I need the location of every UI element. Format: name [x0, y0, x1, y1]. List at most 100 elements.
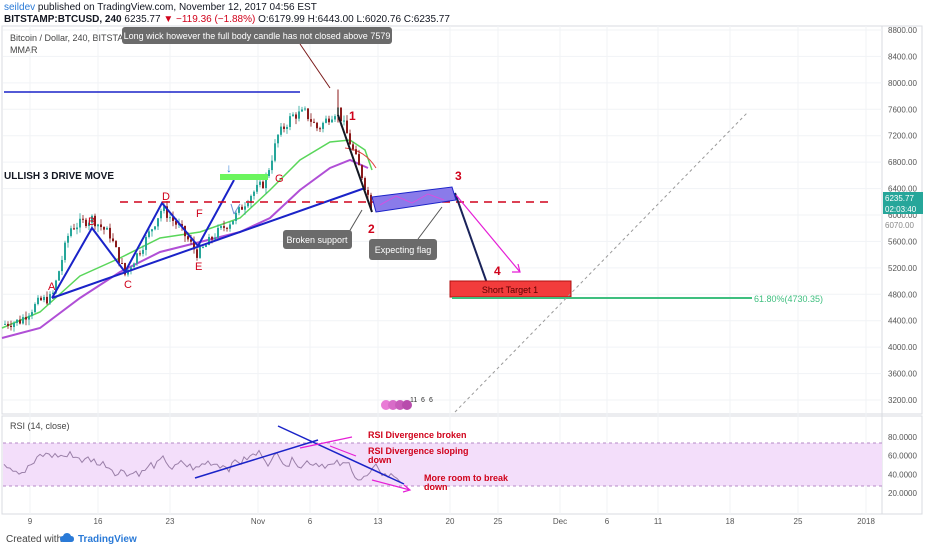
candle-body — [316, 122, 318, 129]
expecting-flag-box[interactable] — [369, 239, 437, 260]
candle-body — [79, 218, 81, 228]
rsi-legend[interactable]: RSI (14, close) — [10, 421, 70, 431]
candle-body — [331, 119, 333, 123]
wave-4: 4 — [494, 264, 501, 278]
candlesticks[interactable] — [4, 89, 372, 332]
dotted-trendline[interactable] — [454, 111, 749, 413]
price-chart[interactable]: 8800.00 8400.00 8000.00 7600.00 7200.00 6800.… — [0, 0, 932, 528]
time-tick-label: 9 — [28, 517, 33, 526]
candle-body — [169, 217, 171, 219]
wave-path-down[interactable] — [454, 192, 489, 287]
price-tick-label: 6800.00 — [888, 158, 917, 167]
price-axis[interactable]: 8800.00 8400.00 8000.00 7600.00 7200.00 6800.… — [888, 26, 917, 405]
candle-body — [280, 126, 282, 135]
candle-body — [220, 226, 222, 228]
rsi-note-sloping: RSI Divergence sloping — [368, 446, 469, 456]
candle-body — [25, 317, 27, 320]
candle-body — [181, 224, 183, 226]
candle-body — [52, 292, 54, 295]
candle-body — [361, 165, 363, 179]
candle-body — [61, 259, 63, 272]
candle-body — [355, 149, 357, 155]
broken-support-box[interactable] — [283, 230, 352, 249]
rsi-tick-label: 40.0000 — [888, 470, 917, 479]
candle-body — [313, 121, 315, 123]
fib-level-label: 61.80%(4730.35) — [754, 294, 823, 304]
candle-body — [19, 319, 21, 324]
candle-body — [37, 297, 39, 305]
wave-path[interactable] — [337, 114, 373, 213]
candle-body — [94, 215, 96, 227]
series-title[interactable]: Bitcoin / Dollar, 240, BITSTAMP — [10, 33, 137, 43]
publish-info: published on TradingView.com, November 1… — [37, 2, 317, 13]
chart-legend: Bitcoin / Dollar, 240, BITSTAMP MMAR — [10, 32, 137, 56]
candle-body — [85, 219, 87, 227]
candle-body — [4, 323, 6, 325]
candle-body — [274, 143, 276, 161]
rsi-axis[interactable]: 80.0000 60.0000 40.0000 20.0000 — [888, 433, 917, 498]
candle-body — [253, 191, 255, 196]
candle-body — [82, 218, 84, 220]
candle-body — [232, 220, 234, 225]
rsi-arrow-3 — [371, 479, 412, 493]
candle-body — [214, 237, 216, 240]
candle-body — [241, 206, 243, 210]
candle-body — [229, 224, 231, 229]
bear-flag[interactable] — [371, 186, 457, 213]
candle-body — [172, 217, 174, 221]
time-tick-label: 18 — [726, 517, 735, 526]
candle-body — [76, 227, 78, 230]
candle-body — [199, 247, 201, 258]
price-tick-label: 4400.00 — [888, 317, 917, 326]
price-tick-label: 8800.00 — [888, 26, 917, 35]
rsi-line — [3, 449, 404, 485]
candle-body — [370, 194, 372, 210]
blue-down-arrow: ↓ — [226, 161, 232, 175]
candle-body — [100, 224, 102, 228]
candle-body — [175, 220, 177, 225]
candle-body — [358, 154, 360, 166]
candle-body — [34, 304, 36, 313]
candle-body — [196, 249, 198, 258]
price-tick-label: 4800.00 — [888, 290, 917, 299]
last-price: 6235.77 — [124, 14, 161, 25]
candle-body — [157, 218, 159, 227]
support-trendline[interactable] — [51, 187, 366, 299]
tradingview-brand[interactable]: TradingView — [78, 534, 137, 545]
event-label-3: 6 — [429, 397, 433, 404]
label-f: F — [196, 208, 203, 220]
author-link[interactable]: seildev — [4, 2, 36, 13]
price-pane[interactable] — [1, 25, 923, 415]
time-tick-label: 6 — [605, 517, 610, 526]
candle-body — [136, 253, 138, 264]
candle-body — [67, 235, 69, 243]
candle-body — [49, 294, 51, 304]
expecting-flag-pointer — [417, 206, 443, 240]
rsi-divergence-line[interactable] — [277, 425, 405, 485]
time-axis[interactable]: 9 16 23 Nov 6 13 20 25 Dec 6 11 18 25 2018 — [28, 517, 876, 526]
rsi-pane[interactable] — [1, 415, 923, 515]
wave-3: 3 — [455, 169, 462, 183]
time-tick-label: 6 — [308, 517, 313, 526]
candle-body — [160, 210, 162, 219]
top-note-text: Long wick however the full body candle h… — [124, 31, 391, 41]
indicator-name[interactable]: MMAR — [10, 45, 38, 55]
broken-support-text: Broken support — [286, 235, 348, 245]
candle-body — [325, 118, 327, 123]
candle-body — [349, 133, 351, 145]
time-tick-label: 20 — [446, 517, 455, 526]
candle-body — [10, 325, 12, 328]
tradingview-cloud-icon — [60, 533, 74, 542]
event-markers[interactable]: 11 6 6 — [381, 397, 433, 410]
price-change: ▼ −119.36 (−1.88%) — [163, 14, 256, 25]
candle-body — [112, 238, 114, 242]
candle-body — [304, 108, 306, 110]
top-note-box[interactable] — [122, 27, 392, 44]
label-e: E — [195, 261, 202, 273]
candle-body — [295, 114, 297, 119]
candle-body — [163, 206, 165, 211]
last-price-tag — [883, 192, 923, 203]
three-drive-pattern[interactable] — [51, 179, 235, 299]
rsi-support-line[interactable] — [194, 439, 319, 479]
rsi-tick-label: 60.0000 — [888, 452, 917, 461]
